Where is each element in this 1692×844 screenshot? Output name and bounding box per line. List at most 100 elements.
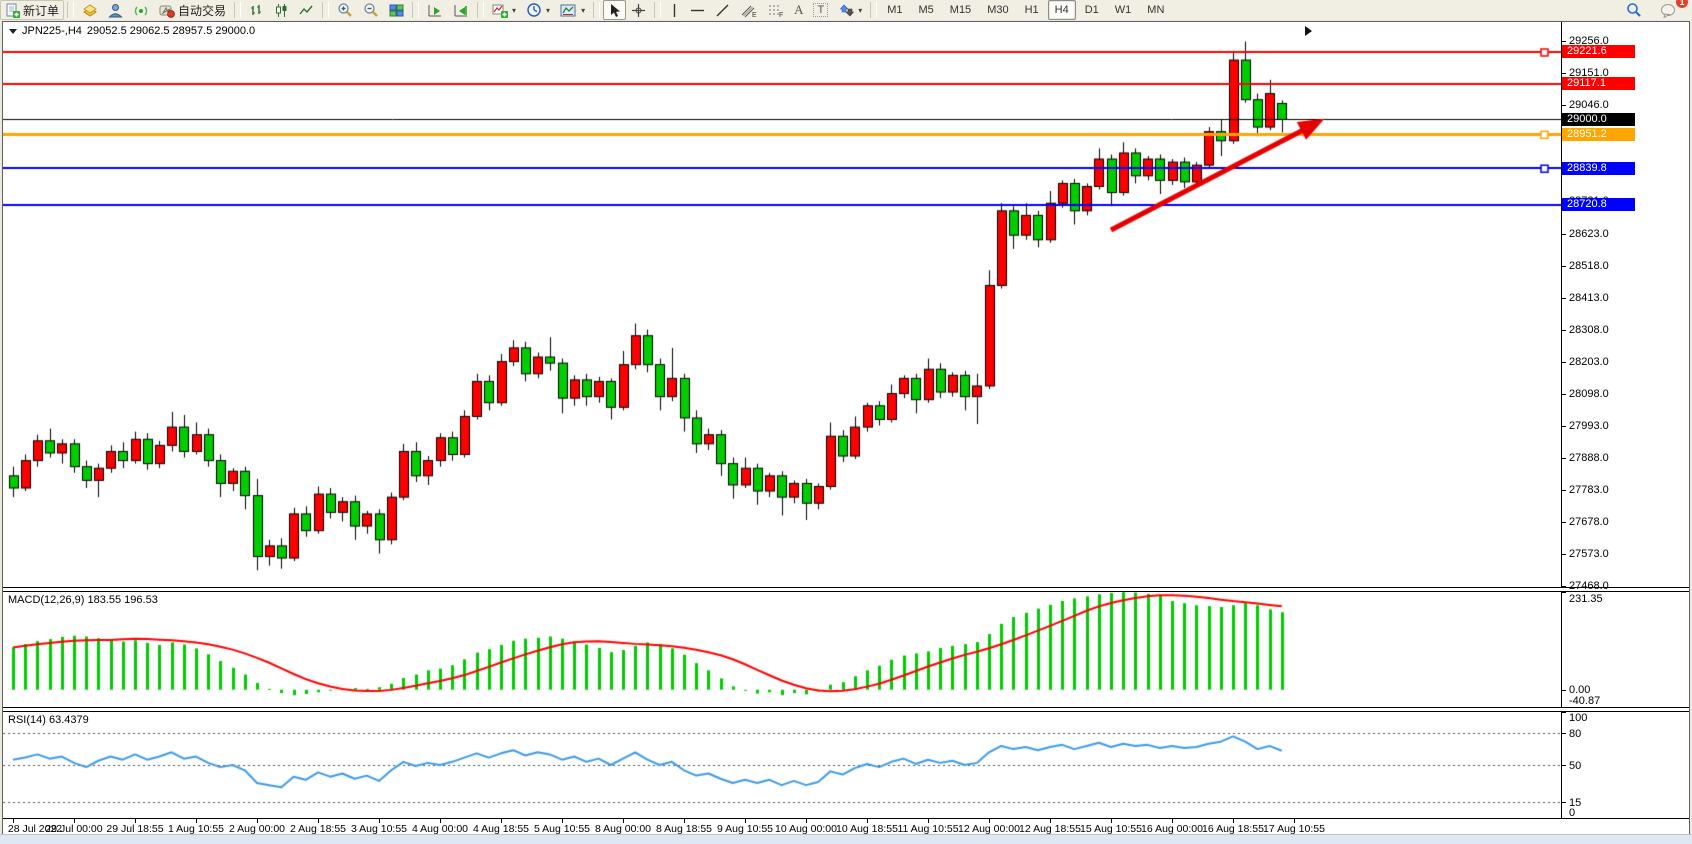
chart-shift-icon xyxy=(453,3,469,18)
level-price-badge: 28839.8 xyxy=(1562,161,1635,175)
channel-icon: E xyxy=(740,3,757,18)
time-tick-label: 11 Aug 10:55 xyxy=(897,823,959,835)
horizontal-line-icon xyxy=(690,5,705,16)
toolbar-right: 1 xyxy=(1621,0,1692,20)
vertical-line-button[interactable] xyxy=(664,0,685,20)
price-tick xyxy=(1562,73,1566,74)
macd-tick xyxy=(1562,707,1566,708)
auto-scroll-button[interactable] xyxy=(422,0,448,20)
fibonacci-icon: F xyxy=(767,3,784,18)
level-price-badge: 28951.2 xyxy=(1562,127,1635,141)
text-button[interactable]: A xyxy=(789,0,808,20)
rsi-canvas[interactable] xyxy=(3,712,1561,818)
time-tick xyxy=(867,819,868,823)
toolbar-separator xyxy=(477,2,485,18)
price-tick xyxy=(1562,298,1566,299)
trendline-icon xyxy=(715,3,730,18)
time-tick xyxy=(562,819,563,823)
quick-trade-toggle-icon[interactable] xyxy=(9,28,17,34)
periods-button[interactable]: ▾ xyxy=(521,0,555,20)
price-tick xyxy=(1562,522,1566,523)
cursor-button[interactable] xyxy=(603,0,627,20)
time-axis[interactable]: 28 Jul 2022 29 Jul 00:00 29 Jul 18:55 1 Aug… xyxy=(3,818,1689,837)
panel-splitter[interactable] xyxy=(3,707,1689,712)
timeframe-button-m15[interactable]: M15 xyxy=(949,4,972,16)
channel-button[interactable]: E xyxy=(735,0,762,20)
zoom-out-button[interactable] xyxy=(358,0,384,20)
crosshair-button[interactable] xyxy=(626,0,651,20)
toolbar-separator xyxy=(322,2,330,18)
time-tick xyxy=(501,819,502,823)
timeframe-button-m1[interactable]: M1 xyxy=(887,4,903,16)
time-tick xyxy=(379,819,380,823)
arrows-button[interactable]: ▾ xyxy=(833,0,867,20)
time-tick-label: 1 Aug 10:55 xyxy=(167,823,225,835)
horizontal-line-button[interactable] xyxy=(685,0,710,20)
time-tick-label: 12 Aug 00:00 xyxy=(958,823,1020,835)
timeframe-button-m5[interactable]: M5 xyxy=(918,4,934,16)
timeframe-button-m30[interactable]: M30 xyxy=(987,4,1009,16)
timeframe-button-d1[interactable]: D1 xyxy=(1084,4,1099,16)
panel-splitter[interactable] xyxy=(3,587,1689,592)
price-tick xyxy=(1562,234,1566,235)
macd-canvas[interactable] xyxy=(3,592,1561,707)
periods-dropdown-icon[interactable]: ▾ xyxy=(546,5,551,15)
templates-button[interactable]: ▾ xyxy=(555,0,590,20)
rsi-tick-label: 0 xyxy=(1569,807,1576,819)
svg-text:F: F xyxy=(779,12,783,18)
level-price-badge: 29221.6 xyxy=(1562,45,1635,59)
macd-tick xyxy=(1562,592,1566,593)
indicators-dropdown-icon[interactable]: ▾ xyxy=(512,5,517,15)
timeframe-button-w1[interactable]: W1 xyxy=(1114,4,1132,16)
price-tick-label: 27678.0 xyxy=(1569,515,1609,528)
macd-axis: 231.35 0.00 -40.87 xyxy=(1561,592,1689,708)
signals-button[interactable] xyxy=(128,0,154,20)
scroll-to-end-marker[interactable] xyxy=(1305,26,1312,36)
new-order-button[interactable]: 新订单 xyxy=(0,0,65,20)
price-tick xyxy=(1562,458,1566,459)
line-chart-button[interactable] xyxy=(294,0,319,20)
timeframe-button-h4[interactable]: H4 xyxy=(1047,0,1076,20)
tile-windows-button[interactable] xyxy=(384,0,409,20)
autotrading-label: 自动交易 xyxy=(178,3,227,18)
bar-chart-button[interactable] xyxy=(244,0,269,20)
time-tick-label: 28 Jul 2022 xyxy=(7,823,63,835)
price-tick-label: 28098.0 xyxy=(1569,387,1609,400)
symbols-icon xyxy=(82,3,98,17)
time-tick xyxy=(1172,819,1173,823)
arrows-dropdown-icon[interactable]: ▾ xyxy=(858,5,863,15)
indicators-button[interactable]: ▾ xyxy=(487,0,521,20)
fibonacci-button[interactable]: F xyxy=(762,0,789,20)
price-tick-label: 27993.0 xyxy=(1569,419,1609,432)
main-chart-canvas[interactable] xyxy=(3,22,1561,587)
price-tick-label: 28308.0 xyxy=(1569,323,1609,336)
candlestick-chart-button[interactable] xyxy=(269,0,294,20)
time-tick-label: 9 Aug 10:55 xyxy=(716,823,774,835)
timeframe-button-mn[interactable]: MN xyxy=(1147,4,1165,16)
label-button[interactable]: T xyxy=(808,0,833,20)
zoom-in-button[interactable] xyxy=(332,0,358,20)
time-tick-label: 10 Aug 00:00 xyxy=(775,823,837,835)
templates-dropdown-icon[interactable]: ▾ xyxy=(581,5,586,15)
chart-shift-button[interactable] xyxy=(448,0,474,20)
zoom-out-icon xyxy=(363,2,379,18)
chat-button[interactable]: 1 xyxy=(1655,0,1688,20)
time-tick xyxy=(806,819,807,823)
timeframe-button-h1[interactable]: H1 xyxy=(1024,4,1039,16)
symbols-button[interactable] xyxy=(77,0,103,20)
templates-icon xyxy=(560,3,577,18)
search-button[interactable] xyxy=(1621,0,1647,20)
time-tick xyxy=(684,819,685,823)
price-axis[interactable]: 29256.029151.029046.028941.028836.028731… xyxy=(1561,22,1689,592)
price-tick xyxy=(1562,41,1566,42)
price-tick-label: 28623.0 xyxy=(1569,227,1609,240)
trendline-button[interactable] xyxy=(710,0,735,20)
chart-window: JPN225-,H4 29052.5 29062.5 28957.5 29000… xyxy=(2,21,1690,837)
toolbar-separator xyxy=(67,2,75,18)
profile-button[interactable] xyxy=(103,0,128,20)
signals-icon xyxy=(133,3,149,18)
rsi-axis: 100 80 50 15 0 xyxy=(1561,712,1689,819)
macd-tick xyxy=(1562,690,1566,691)
autotrading-button[interactable]: 自动交易 xyxy=(154,0,231,20)
